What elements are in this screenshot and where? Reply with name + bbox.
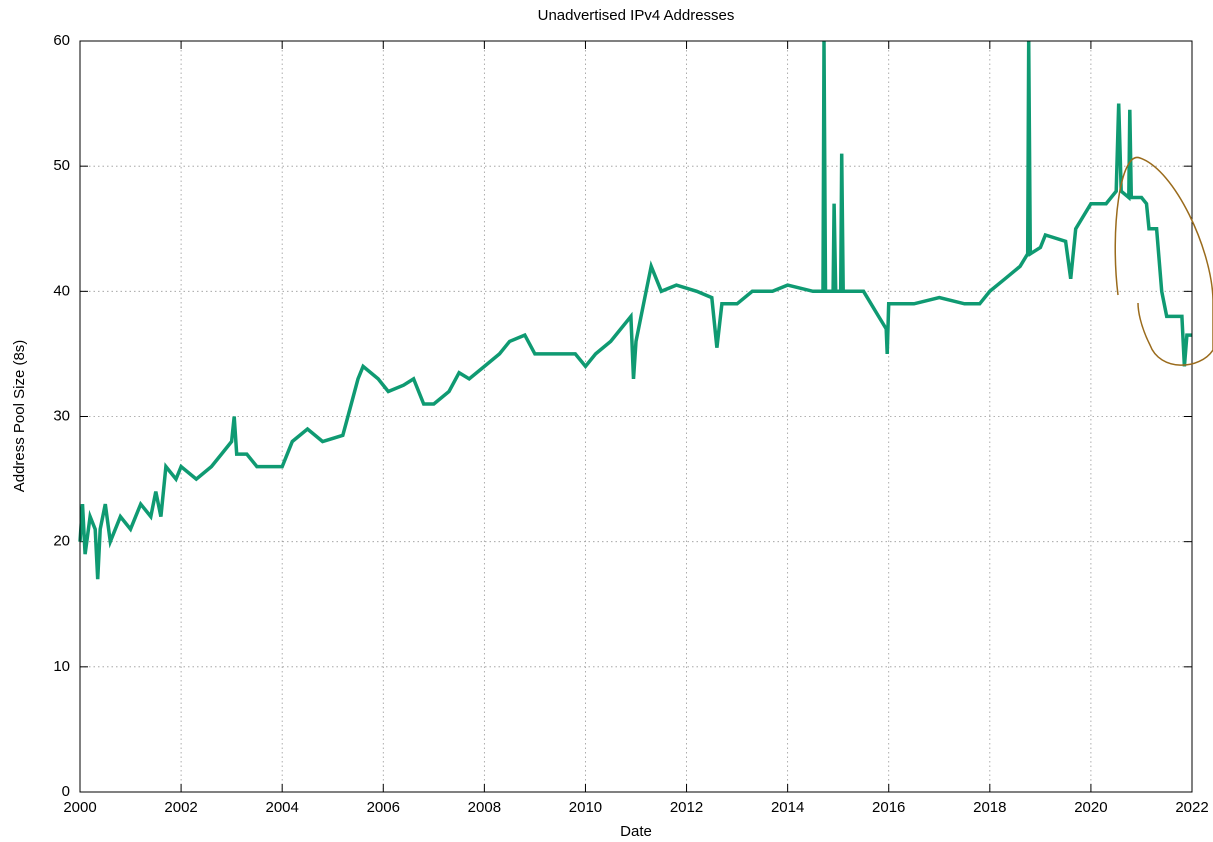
x-tick-label: 2008 [468, 799, 501, 816]
plot [78, 40, 1192, 580]
annotation-ellipse [1114, 156, 1213, 366]
x-tick-label: 2002 [164, 799, 197, 816]
y-axis-label: Address Pool Size (8s) [11, 340, 28, 493]
x-tick-label: 2018 [973, 799, 1006, 816]
y-tick-label: 60 [53, 32, 70, 49]
x-tick-label: 2016 [872, 799, 905, 816]
y-tick-label: 30 [53, 407, 70, 424]
y-tick-label: 0 [62, 783, 70, 800]
y-tick-label: 40 [53, 282, 70, 299]
y-tick-label: 20 [53, 533, 70, 550]
x-tick-label: 2010 [569, 799, 602, 816]
x-tick-label: 2012 [670, 799, 703, 816]
plot-frame [79, 40, 1193, 793]
data-line [78, 40, 1192, 580]
x-tick-label: 2020 [1074, 799, 1107, 816]
y-tick-label: 10 [53, 658, 70, 675]
x-tick-label: 2006 [367, 799, 400, 816]
chart-title: Unadvertised IPv4 Addresses [538, 7, 735, 24]
x-tick-label: 2000 [63, 799, 96, 816]
y-tick-label: 50 [53, 157, 70, 174]
grid [79, 40, 1193, 793]
x-axis-label: Date [620, 823, 652, 840]
x-tick-label: 2004 [265, 799, 298, 816]
x-tick-label: 2022 [1175, 799, 1208, 816]
x-tick-label: 2014 [771, 799, 804, 816]
